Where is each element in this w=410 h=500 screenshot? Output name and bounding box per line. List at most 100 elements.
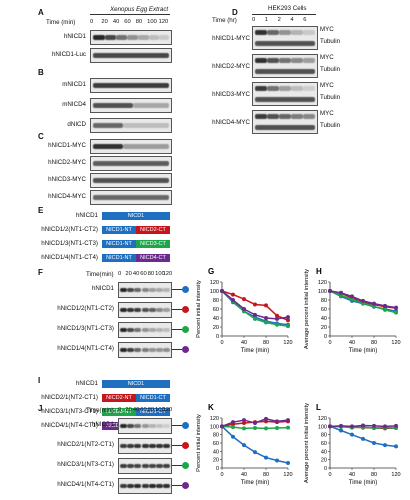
panel-d-tubulin-label: Tubulin xyxy=(320,66,341,73)
x-tick-label: 80 xyxy=(371,340,377,346)
y-tick-label: 0 xyxy=(324,466,327,472)
data-point xyxy=(275,316,279,321)
data-point xyxy=(253,426,257,430)
blot-row-label: hNICD4/1(NT4-CT1) xyxy=(57,481,114,488)
panel-d-row-label: hNICD1-MYC xyxy=(212,35,250,42)
x-tick-label: 0 xyxy=(220,472,223,478)
chart-g: G 0 40 80 120 0 20 40 60 80 100 120 Time (min) Percen… xyxy=(196,267,293,354)
data-point xyxy=(383,443,387,448)
y-tick-label: 40 xyxy=(321,316,327,322)
chart-k: K 0 40 80 120 0 20 40 60 80 100 120 Time (min) Percen… xyxy=(196,403,293,486)
data-point xyxy=(253,421,257,425)
construct-segment: NICD1-NT xyxy=(102,226,136,234)
data-point xyxy=(286,324,290,329)
legend-dot xyxy=(182,442,189,449)
x-axis-label: Time (min) xyxy=(349,480,377,486)
data-point xyxy=(286,315,290,320)
panel-c-blot-4 xyxy=(90,190,172,205)
time-tick-label: 20 xyxy=(125,271,132,277)
data-point xyxy=(383,307,387,312)
blot-row-label: hNICD1 xyxy=(91,285,114,292)
x-tick-label: 40 xyxy=(349,472,355,478)
construct-label: hNICD2/1(NT2-CT1) xyxy=(41,394,98,401)
data-point xyxy=(339,290,343,295)
y-tick-label: 0 xyxy=(324,334,327,340)
legend-line xyxy=(172,425,182,426)
time-tick-label: 60 xyxy=(140,407,147,413)
y-tick-label: 20 xyxy=(321,325,327,331)
legend-line xyxy=(172,349,182,350)
panel-d-time-label: Time (hr) xyxy=(212,17,237,24)
time-tick-label: 120 xyxy=(162,271,173,277)
panel-c-blot-2 xyxy=(90,156,172,171)
time-tick-label: 0 xyxy=(118,407,122,413)
data-point xyxy=(242,307,246,311)
y-axis-label: Percent initial intensity xyxy=(196,414,202,472)
blot-row-label: hNICD1/4(NT1-CT4) xyxy=(57,345,114,352)
panel-b-row-label: mNICD1 xyxy=(62,81,86,88)
construct-segment: NICD1 xyxy=(102,212,170,220)
x-tick-label: 120 xyxy=(391,472,400,478)
panel-d-tubulin-label: Tubulin xyxy=(320,94,341,101)
construct-segment: NICD2-NT xyxy=(102,394,136,402)
legend-line xyxy=(172,289,182,290)
panel-d-row-label: hNICD4-MYC xyxy=(212,119,250,126)
panel-d-row-label: hNICD3-MYC xyxy=(212,91,250,98)
legend-line xyxy=(172,309,182,310)
y-tick-label: 120 xyxy=(318,280,327,286)
panel-b-blot-3 xyxy=(90,118,172,133)
blot-row-label: hNICD1 xyxy=(91,421,114,428)
data-point xyxy=(275,313,279,318)
panel-b-letter: B xyxy=(38,68,44,77)
construct-label: hNICD1 xyxy=(75,380,98,387)
data-point xyxy=(220,424,224,429)
y-tick-label: 80 xyxy=(321,298,327,304)
data-point xyxy=(231,292,235,297)
time-tick-label: 0 xyxy=(252,17,256,23)
time-tick-label: 40 xyxy=(132,271,140,277)
time-tick-label: 100 xyxy=(147,19,157,25)
panel-d-tubulin-label: Tubulin xyxy=(320,122,341,129)
data-point xyxy=(231,434,235,439)
time-tick-label: 20 xyxy=(101,19,108,25)
time-tick-label: 100 xyxy=(155,271,165,277)
x-tick-label: 40 xyxy=(349,340,355,346)
construct-segment: NICD1-CT xyxy=(136,408,170,416)
data-point xyxy=(253,450,257,455)
x-tick-label: 40 xyxy=(241,472,247,478)
legend-line xyxy=(172,485,182,486)
y-tick-label: 60 xyxy=(213,307,219,313)
panel-d-blot-2 xyxy=(252,54,318,78)
panel-j-time-label: Time(min) xyxy=(86,407,114,414)
data-point xyxy=(231,298,235,302)
y-tick-label: 100 xyxy=(210,424,219,430)
data-point xyxy=(383,303,387,308)
chart-l: L 0 40 80 120 0 20 40 60 80 100 120 Time (min) Averag… xyxy=(304,403,401,486)
blot-row-label: hNICD3/1(NT3-CT1) xyxy=(57,461,114,468)
data-point xyxy=(253,312,257,317)
panel-d-myc-label: MYC xyxy=(320,82,334,89)
panel-d-myc-label: MYC xyxy=(320,54,334,61)
data-point xyxy=(264,455,268,460)
data-point xyxy=(264,320,268,325)
y-tick-label: 100 xyxy=(318,289,327,295)
panel-d-blot-4 xyxy=(252,110,318,134)
panel-d-tubulin-label: Tubulin xyxy=(320,38,341,45)
panel-a-blot-1 xyxy=(90,30,172,45)
data-point xyxy=(253,302,257,307)
x-tick-label: 0 xyxy=(328,472,331,478)
data-point xyxy=(339,423,343,428)
data-point xyxy=(372,441,376,445)
data-point xyxy=(275,322,279,327)
panel-d-header: HEK293 Cells xyxy=(268,5,307,12)
panel-d-time-ticks: 0 1 2 4 6 xyxy=(252,17,316,26)
panel-a-row-label: hNICD1-Luc xyxy=(51,51,86,58)
time-tick-label: 6 xyxy=(303,17,307,23)
time-tick-label: 1 xyxy=(264,17,269,23)
time-tick-label: 0 xyxy=(90,19,94,25)
legend-line xyxy=(172,445,182,446)
panel-d-header-rule xyxy=(252,14,316,15)
panel-a-letter: A xyxy=(38,8,44,17)
blot-row-label: hNICD1/2(NT1-CT2) xyxy=(57,305,114,312)
panel-a-header-rule xyxy=(90,14,170,15)
